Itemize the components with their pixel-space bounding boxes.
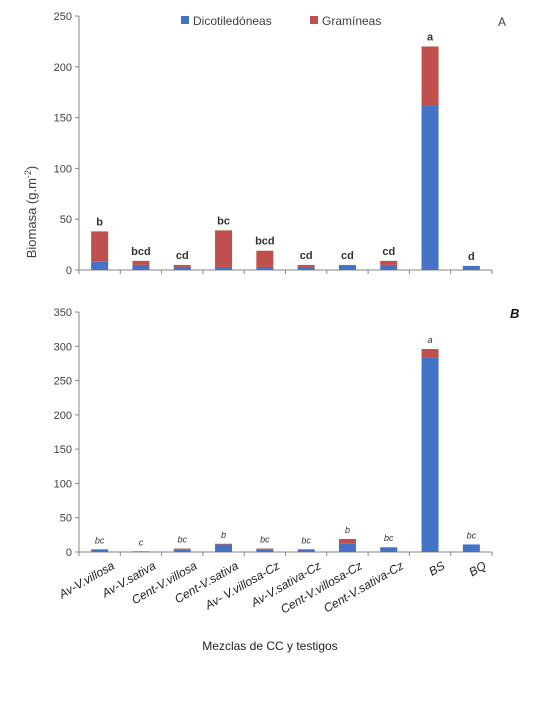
significance-label: bcd [131,246,151,258]
bar-gramineas [338,264,356,266]
significance-label: bc [384,533,394,543]
bar-dicotiledoneas [421,105,439,271]
significance-label: bc [177,535,187,545]
bar-gramineas [132,260,150,265]
x-tick-label: BS [426,558,447,578]
bar-dicotiledoneas [132,551,150,552]
y-axis-title-main: Biomasa (g.m [24,178,39,258]
bar-dicotiledoneas [380,264,398,270]
legend-swatch-gramineas [310,16,318,24]
significance-label: bcd [255,236,275,248]
bar-dicotiledoneas [462,544,480,552]
bar-gramineas [256,548,274,550]
bar-dicotiledoneas [380,547,398,552]
y-axis-title-superscript: -2 [23,170,33,178]
significance-label: bc [260,535,270,545]
bar-dicotiledoneas [132,264,150,270]
y-tick-label: 150 [54,444,72,456]
bar-gramineas [91,231,109,262]
bar-dicotiledoneas [215,544,233,552]
significance-label: bc [301,535,311,545]
bar-gramineas [421,349,439,358]
legend-label-gramineas: Gramíneas [322,14,381,28]
bar-dicotiledoneas [421,357,439,552]
bar-gramineas [91,549,109,550]
significance-label: bc [95,535,105,545]
significance-label: a [428,335,433,345]
bar-dicotiledoneas [215,266,233,270]
significance-label: d [468,251,475,263]
bar-dicotiledoneas [338,543,356,552]
y-tick-label: 200 [54,62,72,74]
bar-dicotiledoneas [338,265,356,270]
bar-gramineas [215,230,233,267]
significance-label: cd [176,250,189,262]
bar-dicotiledoneas [297,266,315,270]
y-tick-label: 100 [54,478,72,490]
significance-label: cd [341,250,354,262]
bar-gramineas [256,250,274,267]
y-tick-label: 150 [54,113,72,125]
y-axis-title: Biomasa (g.m-2) [23,166,39,259]
legend: Dicotiledóneas Gramíneas [181,14,381,28]
y-tick-label: 0 [66,547,72,559]
bar-dicotiledoneas [91,261,109,270]
y-tick-label: 200 [54,410,72,422]
y-tick-label: 250 [54,11,72,23]
y-tick-label: 350 [54,307,72,319]
legend-swatch-dicotiledoneas [181,16,189,24]
panel-label-b: B [510,306,519,321]
x-axis-title: Mezclas de CC y testigos [202,639,337,653]
y-tick-label: 50 [60,513,72,525]
bar-dicotiledoneas [173,266,191,270]
significance-label: b [345,525,350,535]
significance-label: b [221,530,226,540]
panel-label-a: A [498,15,506,29]
significance-label: cd [382,246,395,258]
legend-label-dicotiledoneas: Dicotiledóneas [193,14,272,28]
bar-dicotiledoneas [256,549,274,552]
y-tick-label: 50 [60,214,72,226]
y-tick-label: 0 [66,265,72,277]
significance-label: cd [300,250,313,262]
bar-gramineas [215,543,233,545]
bar-dicotiledoneas [462,265,480,270]
bar-gramineas [338,538,356,544]
significance-label: bc [217,215,230,227]
y-tick-label: 250 [54,376,72,388]
y-tick-label: 100 [54,163,72,175]
significance-label: c [139,537,144,547]
significance-label: b [96,216,103,228]
y-axis-title-end: ) [24,166,39,170]
chart-panel-a: 0 50 100 150 200 250 b bcd cd bc bcd cd cd cd a d [54,11,493,277]
bar-gramineas [173,548,191,550]
bar-dicotiledoneas [173,549,191,552]
bar-gramineas [297,264,315,267]
significance-label: a [427,31,434,43]
bar-dicotiledoneas [91,549,109,552]
axis-labels: Av-V.villosaAv-V.sativaCent-V.villosaCen… [23,15,519,653]
bar-dicotiledoneas [256,266,274,270]
y-tick-label: 300 [54,341,72,353]
bar-gramineas [380,260,398,265]
chart-panel-b: 0 50 100 150 200 250 300 350 bc c bc b bc bc b bc a bc [54,307,493,559]
bar-gramineas [421,46,439,106]
x-tick-label: BQ [467,558,489,579]
bar-gramineas [173,264,191,267]
bar-dicotiledoneas [297,549,315,552]
significance-label: bc [467,530,477,540]
bar-gramineas [380,547,398,548]
